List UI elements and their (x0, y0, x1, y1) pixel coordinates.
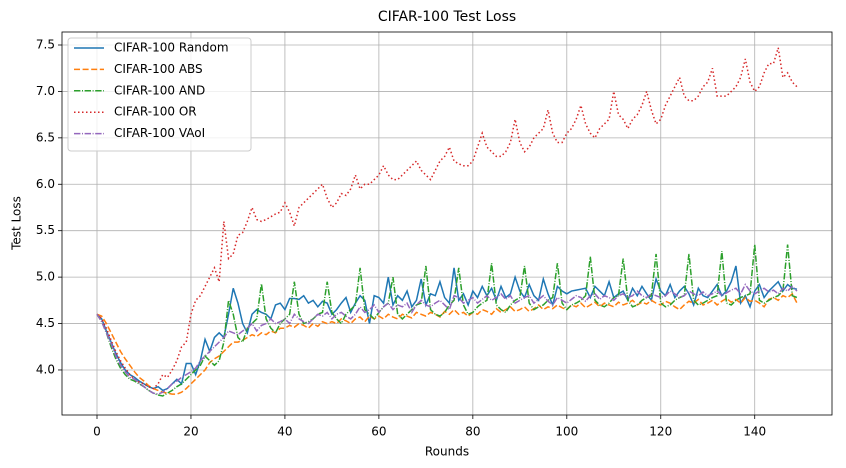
legend-label: CIFAR-100 VAoI (114, 126, 205, 140)
x-tick-label: 60 (371, 425, 386, 439)
series-line (96, 265, 798, 392)
x-tick-label: 100 (555, 425, 578, 439)
x-tick-label: 80 (465, 425, 480, 439)
y-tick-label: 7.5 (36, 37, 55, 51)
x-tick-label: 20 (183, 425, 198, 439)
chart-title: CIFAR-100 Test Loss (378, 9, 516, 25)
x-axis-label: Rounds (425, 445, 469, 459)
y-tick-label: 4.0 (36, 362, 55, 376)
legend-label: CIFAR-100 AND (114, 83, 205, 97)
legend-label: CIFAR-100 ABS (114, 62, 203, 76)
y-tick-label: 7.0 (36, 84, 55, 98)
x-tick-label: 140 (743, 425, 766, 439)
y-tick-label: 6.0 (36, 177, 55, 191)
legend-label: CIFAR-100 OR (114, 105, 197, 119)
series-line (96, 292, 798, 395)
x-tick-label: 120 (649, 425, 672, 439)
series-line (96, 244, 798, 397)
legend-box (67, 37, 252, 152)
x-tick-label: 40 (277, 425, 292, 439)
x-tick-label: 0 (93, 425, 101, 439)
y-tick-label: 5.5 (36, 223, 55, 237)
legend-label: CIFAR-100 Random (114, 41, 229, 55)
plot-frame (61, 31, 833, 416)
y-tick-label: 6.5 (36, 130, 55, 144)
y-tick-label: 5.0 (36, 270, 55, 284)
y-axis-label: Test Loss (10, 196, 24, 251)
series-line (96, 283, 798, 395)
y-tick-label: 4.5 (36, 316, 55, 330)
